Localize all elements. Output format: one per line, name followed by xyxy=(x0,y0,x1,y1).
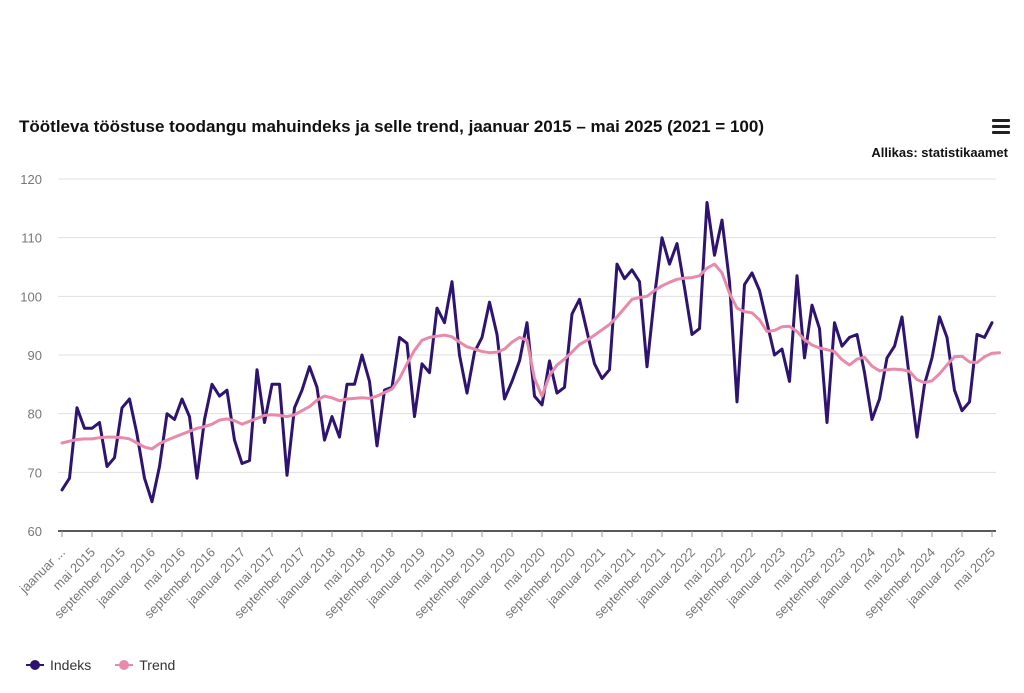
y-tick-label: 90 xyxy=(28,348,42,363)
legend-item-indeks[interactable]: Indeks xyxy=(26,657,91,673)
gridlines xyxy=(58,178,996,532)
y-tick-label: 110 xyxy=(21,231,42,246)
chart-title: Töötleva tööstuse toodangu mahuindeks ja… xyxy=(19,117,764,136)
hamburger-menu-icon[interactable] xyxy=(992,119,1010,135)
source-credit: Allikas: statistikaamet xyxy=(871,145,1008,160)
legend-label-indeks: Indeks xyxy=(50,657,92,673)
line-chart: 60 70 80 90 100 110 120 jaanuar ...mai 2015sep… xyxy=(16,172,1001,622)
series-line-trend[interactable] xyxy=(60,262,1001,451)
legend-symbol-indeks xyxy=(26,660,44,670)
y-axis: 60 70 80 90 100 110 120 xyxy=(20,172,42,539)
y-tick-label: 60 xyxy=(28,524,42,539)
series-line-indeks[interactable] xyxy=(60,201,994,504)
legend-item-trend[interactable]: Trend xyxy=(115,657,175,673)
legend-symbol-trend xyxy=(115,660,134,670)
y-tick-label: 70 xyxy=(28,465,42,480)
y-tick-label: 80 xyxy=(28,407,42,422)
y-tick-label: 120 xyxy=(20,172,42,187)
series-lines xyxy=(60,201,1001,504)
legend: Indeks Trend xyxy=(26,657,175,673)
y-tick-label: 100 xyxy=(20,289,42,304)
legend-label-trend: Trend xyxy=(139,657,176,673)
